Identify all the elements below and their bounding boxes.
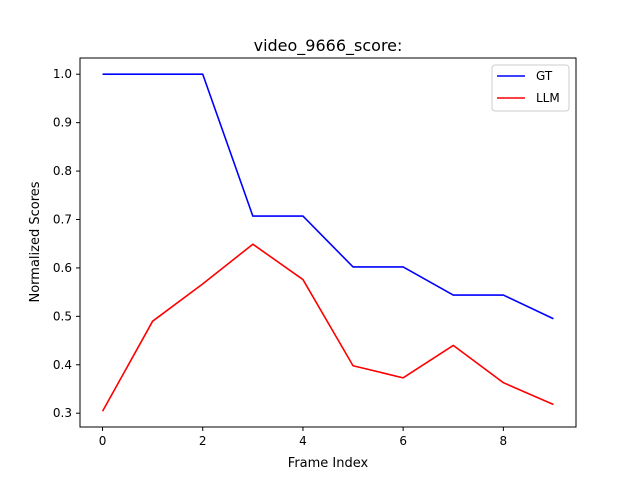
y-axis-label: Normalized Scores — [28, 181, 43, 302]
x-tick-label: 0 — [99, 434, 107, 448]
legend-label-gt: GT — [536, 69, 553, 83]
y-tick-label: 1.0 — [53, 67, 72, 81]
series-line-llm — [101, 243, 554, 412]
y-tick-label: 0.3 — [53, 406, 72, 420]
x-tick-label: 6 — [399, 434, 407, 448]
legend-label-llm: LLM — [536, 91, 560, 105]
x-axis-label: Frame Index — [288, 456, 369, 471]
plot-area — [79, 57, 577, 428]
y-axis-ticks: 0.3 0.4 0.5 0.6 0.7 0.8 0.9 1.0 — [53, 67, 80, 420]
x-tick-label: 2 — [199, 434, 207, 448]
legend: GT LLM — [491, 64, 570, 112]
y-tick-label: 0.4 — [53, 358, 72, 372]
y-tick-label: 0.5 — [53, 309, 72, 323]
x-tick-label: 4 — [299, 434, 307, 448]
y-tick-label: 0.7 — [53, 212, 72, 226]
x-axis-ticks: 0 2 4 6 8 — [99, 427, 507, 448]
y-tick-label: 0.8 — [53, 164, 72, 178]
y-tick-label: 0.9 — [53, 116, 72, 130]
chart-title: video_9666_score: — [254, 36, 403, 56]
axes-frame — [79, 57, 577, 428]
x-tick-label: 8 — [500, 434, 508, 448]
series-line-gt — [102, 73, 554, 320]
series-lines — [101, 73, 554, 412]
y-tick-label: 0.6 — [53, 261, 72, 275]
